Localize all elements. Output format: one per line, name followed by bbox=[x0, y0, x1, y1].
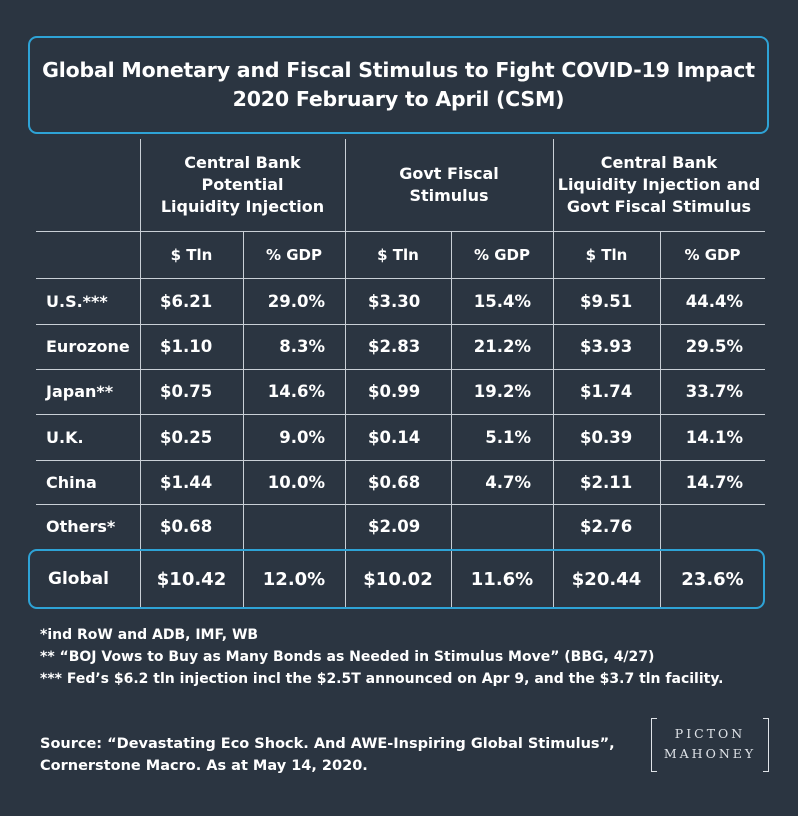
table-cell: $1.74 bbox=[580, 382, 633, 401]
column-header-pct-gdp: % GDP bbox=[684, 245, 741, 264]
column-header-pct-gdp: % GDP bbox=[265, 245, 322, 264]
table-cell: 8.3% bbox=[279, 337, 325, 356]
table-cell: $9.51 bbox=[580, 291, 633, 311]
group-header-line: Stimulus bbox=[409, 186, 489, 205]
column-header-usd-tln: $ Tln bbox=[585, 245, 628, 264]
table-cell: 29.0% bbox=[267, 291, 325, 311]
table-cell: $1.10 bbox=[160, 337, 213, 356]
column-header-usd-tln: $ Tln bbox=[377, 245, 419, 264]
table-cell: $2.83 bbox=[368, 337, 421, 356]
table-cell: 10.0% bbox=[267, 472, 325, 492]
table-cell: 21.2% bbox=[473, 337, 531, 356]
chart-title: Global Monetary and Fiscal Stimulus to F… bbox=[28, 36, 769, 134]
table-cell: 14.6% bbox=[267, 382, 325, 401]
global-value: 11.6% bbox=[470, 568, 534, 590]
footnote-1: *ind RoW and ADB, IMF, WB bbox=[40, 627, 259, 643]
group-header-line: Govt Fiscal bbox=[399, 164, 499, 183]
title-line-1: Global Monetary and Fiscal Stimulus to F… bbox=[42, 58, 755, 82]
global-value: $10.42 bbox=[156, 568, 227, 590]
table-cell: $0.25 bbox=[160, 427, 213, 447]
footnotes: *ind RoW and ADB, IMF, WB ** “BOJ Vows t… bbox=[40, 624, 723, 690]
table-cell: 9.0% bbox=[279, 427, 325, 447]
global-row-label: Global bbox=[48, 569, 109, 589]
source-note: Source: “Devastating Eco Shock. And AWE-… bbox=[40, 733, 615, 777]
group-header-line: Potential bbox=[201, 175, 284, 194]
table-cell: 15.4% bbox=[473, 291, 531, 311]
table-cell: 19.2% bbox=[473, 382, 531, 401]
source-line-2: Cornerstone Macro. As at May 14, 2020. bbox=[40, 758, 368, 774]
source-line-1: Source: “Devastating Eco Shock. And AWE-… bbox=[40, 736, 615, 752]
logo-word-1: PICTON bbox=[674, 726, 746, 741]
row-label: Eurozone bbox=[46, 337, 130, 356]
footnote-2: ** “BOJ Vows to Buy as Many Bonds as Nee… bbox=[40, 649, 655, 665]
global-value: $20.44 bbox=[571, 568, 642, 590]
group-header-line: Govt Fiscal Stimulus bbox=[566, 197, 752, 216]
column-header-pct-gdp: % GDP bbox=[473, 245, 530, 264]
table-cell: $2.76 bbox=[580, 517, 633, 536]
group-header-line: Central Bank bbox=[184, 153, 301, 172]
global-value: 12.0% bbox=[262, 568, 326, 590]
table-cell bbox=[451, 504, 553, 549]
table-cell: 5.1% bbox=[485, 427, 531, 447]
table-cell: $0.68 bbox=[368, 472, 421, 492]
table-cell: 33.7% bbox=[685, 382, 743, 401]
table-cell: $1.44 bbox=[160, 472, 213, 492]
footnote-3: *** Fed’s $6.2 tln injection incl the $2… bbox=[40, 671, 724, 687]
row-label: Japan** bbox=[46, 382, 114, 401]
group-header-1: Central Bank Potential Liquidity Injection bbox=[140, 139, 345, 231]
logo-bracket-right bbox=[763, 718, 769, 772]
group-header-3: Central Bank Liquidity Injection and Govt … bbox=[553, 139, 765, 231]
table-cell: $3.30 bbox=[368, 291, 421, 311]
row-label: Others* bbox=[46, 517, 116, 536]
logo-bracket-left bbox=[651, 718, 657, 772]
table-cell: $3.93 bbox=[580, 337, 633, 356]
global-value: 23.6% bbox=[681, 568, 744, 590]
global-value: $10.02 bbox=[363, 568, 433, 590]
table-cell bbox=[660, 504, 765, 549]
global-row-highlight bbox=[28, 549, 765, 609]
row-label: China bbox=[46, 472, 97, 492]
column-header-usd-tln: $ Tln bbox=[170, 245, 213, 264]
table-cell: $0.75 bbox=[160, 382, 213, 401]
row-label: U.S.*** bbox=[46, 291, 108, 311]
group-header-2: Govt Fiscal Stimulus bbox=[345, 139, 553, 231]
table-cell: $0.99 bbox=[368, 382, 421, 401]
table-cell: 29.5% bbox=[685, 337, 743, 356]
table-cell: 4.7% bbox=[485, 472, 531, 492]
table-cell: $0.14 bbox=[368, 427, 421, 447]
logo-word-2: MAHONEY bbox=[663, 746, 757, 761]
table-cell bbox=[243, 504, 345, 549]
table-cell: 14.7% bbox=[685, 472, 743, 492]
table-cell: 44.4% bbox=[685, 291, 743, 311]
table-cell: $6.21 bbox=[160, 291, 213, 311]
group-header-line: Central Bank bbox=[600, 153, 718, 172]
table-cell: $0.39 bbox=[580, 427, 633, 447]
row-label: U.K. bbox=[46, 427, 84, 447]
group-header-line: Liquidity Injection and bbox=[557, 175, 761, 194]
title-line-2: 2020 February to April (CSM) bbox=[232, 87, 565, 111]
table-cell: $2.09 bbox=[368, 517, 421, 536]
group-header-line: Liquidity Injection bbox=[160, 197, 325, 216]
table-cell: $0.68 bbox=[160, 517, 213, 536]
picton-mahoney-logo: PICTON MAHONEY bbox=[651, 718, 769, 772]
table-cell: $2.11 bbox=[580, 472, 633, 492]
table-cell: 14.1% bbox=[685, 427, 743, 447]
